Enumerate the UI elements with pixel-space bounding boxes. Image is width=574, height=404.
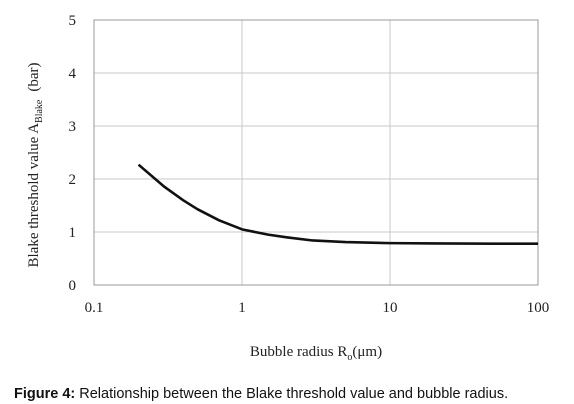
x-tick-label: 0.1 xyxy=(85,300,104,316)
x-label-sub: o xyxy=(347,352,352,363)
caption-text: Relationship between the Blake threshold… xyxy=(75,386,508,402)
y-axis-label: Blake threshold value ABlake (bar) xyxy=(26,62,45,267)
y-tick-label: 1 xyxy=(69,225,77,241)
plot-border xyxy=(93,19,539,286)
y-tick-label: 5 xyxy=(69,13,77,29)
y-label-main: Blake threshold value A xyxy=(26,123,42,268)
x-tick-label: 100 xyxy=(527,300,550,316)
caption-label: Figure 4: xyxy=(14,386,75,402)
y-label-unit: (bar) xyxy=(26,62,42,91)
x-axis-label: Bubble radius Ro(μm) xyxy=(250,344,382,363)
x-tick-label: 10 xyxy=(383,300,398,316)
y-label-sub: Blake xyxy=(34,99,45,123)
y-tick-label: 0 xyxy=(69,278,77,294)
x-label-main: Bubble radius R xyxy=(250,344,348,360)
y-tick-label: 3 xyxy=(69,119,77,135)
data-line xyxy=(137,163,538,245)
y-tick-label: 2 xyxy=(69,172,77,188)
y-tick-label: 4 xyxy=(69,66,77,82)
x-tick-label: 1 xyxy=(238,300,246,316)
x-label-unit: (μm) xyxy=(352,344,382,360)
caption: Figure 4: Relationship between the Blake… xyxy=(14,386,508,402)
